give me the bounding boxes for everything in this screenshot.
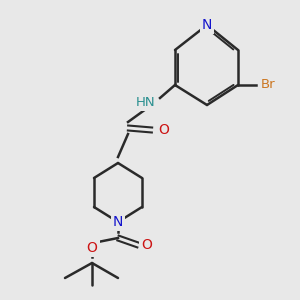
Text: N: N xyxy=(202,18,212,32)
Text: HN: HN xyxy=(136,95,156,109)
Text: O: O xyxy=(159,123,170,137)
Text: N: N xyxy=(113,215,123,229)
Text: Br: Br xyxy=(261,79,275,92)
Text: O: O xyxy=(87,241,98,255)
Text: O: O xyxy=(142,238,152,252)
